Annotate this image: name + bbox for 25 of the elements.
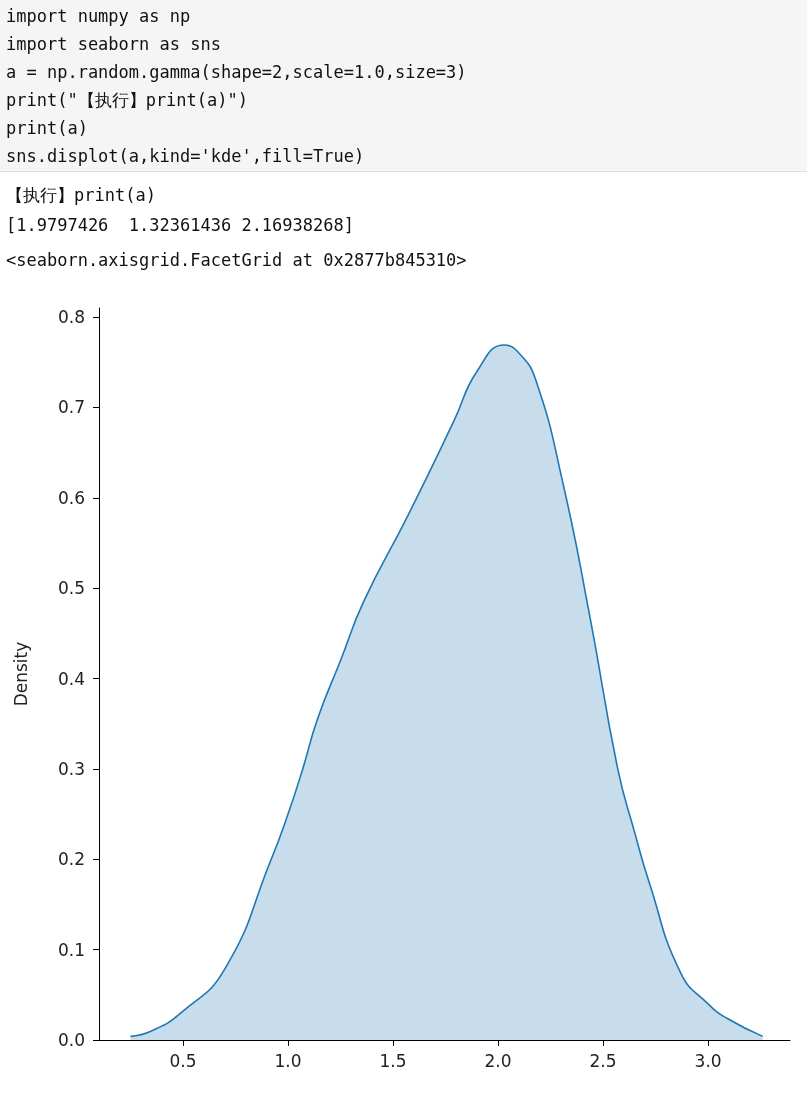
x-tick-label: 3.0 — [694, 1050, 722, 1071]
y-axis-title: Density — [10, 641, 31, 707]
y-tick-label: 0.8 — [57, 307, 85, 328]
y-tick-label: 0.0 — [57, 1030, 85, 1050]
x-tick-label: 2.5 — [589, 1050, 617, 1071]
text: <seaborn.axisgrid.FacetGrid at 0x2877b845310> — [6, 249, 468, 272]
x-tick-label: 1.5 — [379, 1050, 407, 1071]
text: sns.displot(a,kind='kde',fill=True) — [6, 145, 366, 168]
text: print(a) — [6, 117, 89, 140]
text: [1.9797426 1.32361436 2.16938268] — [6, 214, 355, 237]
text: import seaborn as sns — [6, 33, 222, 56]
y-tick-label: 0.6 — [57, 487, 85, 508]
y-tick-label: 0.3 — [57, 758, 85, 779]
text: import numpy as np — [6, 5, 192, 28]
text: 【执行】print(a) — [6, 184, 157, 207]
y-tick-label: 0.2 — [57, 849, 85, 870]
x-tick-label: 2.0 — [484, 1050, 512, 1071]
x-tick-label: 0.5 — [169, 1050, 197, 1071]
x-tick-label: 1.0 — [274, 1050, 302, 1071]
y-tick-label: 0.5 — [57, 578, 85, 599]
y-tick-label: 0.4 — [57, 668, 85, 689]
text: a = np.random.gamma(shape=2,scale=1.0,size=3) — [6, 61, 468, 84]
y-tick-label: 0.7 — [57, 397, 85, 418]
text: print("【执行】print(a)") — [6, 89, 249, 112]
y-tick-label: 0.1 — [57, 939, 85, 960]
